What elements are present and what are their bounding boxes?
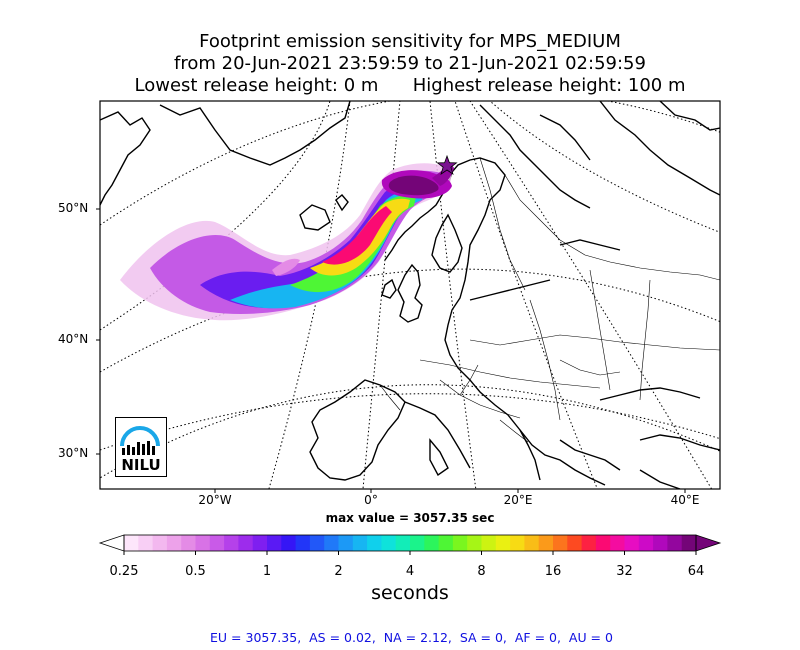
nilu-logo-text: NILU	[121, 456, 161, 474]
colorbar-segment	[681, 535, 697, 551]
colorbar-tick-label: 16	[544, 564, 562, 579]
colorbar-segment	[152, 535, 168, 551]
colorbar-segment	[281, 535, 297, 551]
colorbar-segment	[224, 535, 239, 551]
colorbar-segment	[352, 535, 368, 551]
colorbar-tick-label: 1	[262, 564, 272, 579]
colorbar-segment	[538, 535, 554, 551]
lon-label-20w: 20°W	[198, 493, 232, 507]
colorbar-segment	[252, 535, 268, 551]
colorbar-segment	[495, 535, 511, 551]
colorbar-segment	[267, 535, 282, 551]
colorbar-segment	[452, 535, 468, 551]
colorbar-tick-label: 0.5	[185, 564, 206, 579]
colorbar-segment	[295, 535, 311, 551]
colorbar-segment	[195, 535, 211, 551]
colorbar-segment	[238, 535, 254, 551]
lon-label-40e: 40°E	[670, 493, 700, 507]
colorbar-segment	[653, 535, 668, 551]
colorbar-segment	[124, 535, 139, 551]
lat-label-30n: 30°N	[58, 446, 89, 460]
colorbar-segment	[524, 535, 540, 551]
colorbar-segment	[467, 535, 482, 551]
colorbar-segment	[367, 535, 382, 551]
colorbar-tick-label: 2	[334, 564, 343, 579]
colorbar-segment	[338, 535, 354, 551]
region-summary: EU = 3057.35, AS = 0.02, NA = 2.12, SA =…	[210, 630, 613, 645]
colorbar-segment	[624, 535, 640, 551]
colorbar-segment	[667, 535, 683, 551]
colorbar-segment	[410, 535, 425, 551]
colorbar-segment	[610, 535, 625, 551]
colorbar-segment	[638, 535, 654, 551]
colorbar-segment	[181, 535, 196, 551]
title-line-2: from 20-Jun-2021 23:59:59 to 21-Jun-2021…	[174, 53, 646, 74]
colorbar-segment	[481, 535, 497, 551]
colorbar-tick-label: 32	[616, 564, 633, 579]
colorbar-segment	[209, 535, 225, 551]
colorbar-tick-label: 4	[405, 564, 415, 579]
colorbar-segment	[510, 535, 525, 551]
footprint-plume	[120, 162, 454, 321]
colorbar-segment	[553, 535, 568, 551]
colorbar-segment	[424, 535, 440, 551]
colorbar-tick-label: 64	[687, 564, 705, 579]
colorbar-unit-label: seconds	[371, 582, 449, 604]
map-frame	[99, 100, 721, 490]
star-icon	[436, 154, 458, 175]
colorbar-high-arrow	[695, 534, 722, 552]
title-line-1: Footprint emission sensitivity for MPS_M…	[199, 31, 621, 52]
lon-label-20e: 20°E	[503, 493, 533, 507]
colorbar-segment	[395, 535, 411, 551]
coastlines	[100, 101, 720, 489]
lat-label-50n: 50°N	[58, 201, 89, 215]
colorbar-segment	[381, 535, 397, 551]
max-value-label: max value = 3057.35 sec	[325, 511, 495, 525]
colorbar-segment	[309, 535, 325, 551]
colorbar-segment	[138, 535, 154, 551]
colorbar-segment	[595, 535, 611, 551]
colorbar-segment	[438, 535, 454, 551]
nilu-logo-icon	[120, 426, 160, 455]
colorbar-tick-label: 8	[477, 564, 486, 579]
colorbar-tick-label: 0.25	[109, 564, 139, 579]
colorbar-low-arrow	[98, 534, 125, 552]
lat-label-40n: 40°N	[58, 332, 89, 346]
graticule	[100, 101, 720, 489]
country-borders	[379, 157, 720, 443]
title-line-3: Lowest release height: 0 m Highest relea…	[134, 75, 686, 96]
colorbar-segment	[567, 535, 583, 551]
colorbar-segment	[581, 535, 597, 551]
colorbar-segment	[324, 535, 339, 551]
nilu-logo: NILU	[115, 417, 167, 477]
colorbar-segment	[166, 535, 182, 551]
lon-label-0: 0°	[364, 493, 378, 507]
